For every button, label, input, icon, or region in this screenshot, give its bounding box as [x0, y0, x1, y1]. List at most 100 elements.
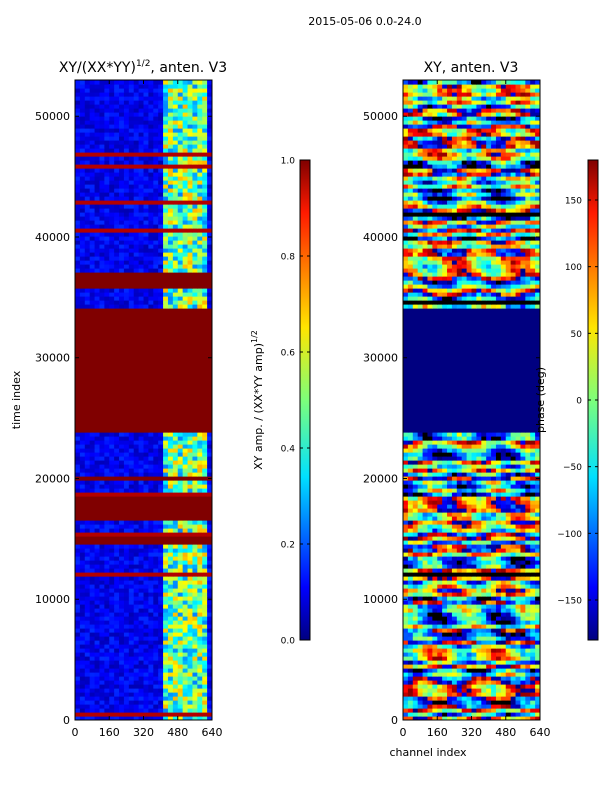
- amplitude-cell: [75, 168, 81, 173]
- amplitude-cell: [133, 560, 140, 565]
- amplitude-cell: [138, 440, 145, 445]
- amplitude-cell: [138, 88, 145, 93]
- amplitude-cell: [94, 656, 101, 661]
- amplitude-cell: [89, 528, 96, 533]
- amplitude-cell: [133, 448, 140, 453]
- phase-cell: [437, 664, 443, 669]
- amplitude-cell: [119, 512, 125, 517]
- phase-cell: [505, 712, 512, 717]
- amplitude-cell: [79, 200, 86, 205]
- amplitude-cell: [109, 624, 115, 629]
- amplitude-cell: [143, 608, 149, 613]
- amplitude-cell: [89, 400, 96, 405]
- amplitude-cell: [167, 604, 174, 609]
- amplitude-cell: [94, 168, 101, 173]
- phase-cell: [476, 648, 482, 653]
- amplitude-cell: [128, 560, 135, 565]
- amplitude-cell: [114, 292, 120, 297]
- phase-cell: [525, 660, 531, 665]
- amplitude-cell: [192, 612, 198, 617]
- amplitude-cell: [143, 668, 149, 673]
- amplitude-cell: [187, 148, 194, 153]
- amplitude-cell: [123, 564, 130, 569]
- amplitude-cell: [123, 452, 130, 457]
- amplitude-cell: [84, 100, 91, 105]
- amplitude-cell: [84, 220, 91, 225]
- amplitude-cell: [207, 712, 212, 717]
- amplitude-cell: [172, 288, 179, 293]
- amplitude-cell: [207, 660, 212, 665]
- amplitude-cell: [177, 680, 184, 685]
- amplitude-cell: [148, 644, 154, 649]
- amplitude-cell: [158, 88, 164, 93]
- amplitude-cell: [143, 300, 149, 305]
- amplitude-cell: [153, 464, 159, 469]
- amplitude-cell: [99, 312, 105, 317]
- amplitude-cell: [128, 412, 135, 417]
- amplitude-cell: [153, 132, 159, 137]
- amplitude-cell: [128, 640, 135, 645]
- amplitude-cell: [197, 676, 203, 681]
- amplitude-cell: [143, 92, 149, 97]
- amplitude-cell: [148, 416, 154, 421]
- amplitude-cell: [192, 524, 198, 529]
- phase-cell: [442, 704, 448, 709]
- amplitude-cell: [119, 552, 125, 557]
- amplitude-cell: [163, 560, 169, 565]
- amplitude-cell: [89, 120, 96, 125]
- amplitude-cell: [163, 652, 169, 657]
- phase-cell: [525, 692, 531, 697]
- amplitude-cell: [138, 328, 145, 333]
- amplitude-cell: [138, 332, 145, 337]
- amplitude-cell: [84, 640, 91, 645]
- amplitude-cell: [99, 572, 105, 577]
- amplitude-cell: [84, 672, 91, 677]
- amplitude-cell: [182, 148, 189, 153]
- amplitude-cell: [94, 100, 101, 105]
- amplitude-cell: [158, 432, 164, 437]
- amplitude-cell: [167, 444, 174, 449]
- amplitude-cell: [187, 672, 194, 677]
- amplitude-cell: [207, 708, 212, 713]
- amplitude-cell: [114, 500, 120, 505]
- amplitude-cell: [148, 464, 154, 469]
- phase-cell: [461, 668, 468, 673]
- amplitude-cell: [119, 312, 125, 317]
- amplitude-cell: [119, 204, 125, 209]
- amplitude-cell: [158, 700, 164, 705]
- amplitude-cell: [119, 408, 125, 413]
- amplitude-cell: [123, 156, 130, 161]
- amplitude-cell: [202, 688, 208, 693]
- amplitude-cell: [182, 692, 189, 697]
- phase-cell: [466, 668, 473, 673]
- amplitude-cell: [148, 580, 154, 585]
- amplitude-cell: [197, 300, 203, 305]
- phase-cell: [456, 692, 463, 697]
- amplitude-cell: [182, 476, 189, 481]
- amplitude-cell: [182, 412, 189, 417]
- amplitude-cell: [163, 108, 169, 113]
- phase-cell: [447, 704, 453, 709]
- amplitude-cell: [94, 256, 101, 261]
- amplitude-cell: [114, 452, 120, 457]
- phase-cell: [525, 716, 531, 720]
- amplitude-cell: [123, 140, 130, 145]
- phase-cell: [495, 680, 502, 685]
- amplitude-cell: [197, 308, 203, 313]
- amplitude-cell: [148, 496, 154, 501]
- amplitude-cell: [172, 440, 179, 445]
- amplitude-cell: [123, 312, 130, 317]
- amplitude-cell: [158, 220, 164, 225]
- amplitude-cell: [207, 172, 212, 177]
- amplitude-cell: [172, 536, 179, 541]
- amplitude-cell: [94, 292, 101, 297]
- amplitude-cell: [128, 140, 135, 145]
- amplitude-cell: [75, 244, 81, 249]
- amplitude-cell: [128, 496, 135, 501]
- amplitude-cell: [148, 336, 154, 341]
- amplitude-cell: [197, 348, 203, 353]
- phase-cell: [437, 684, 443, 689]
- amplitude-cell: [104, 256, 110, 261]
- amplitude-cell: [104, 504, 110, 509]
- amplitude-cell: [192, 452, 198, 457]
